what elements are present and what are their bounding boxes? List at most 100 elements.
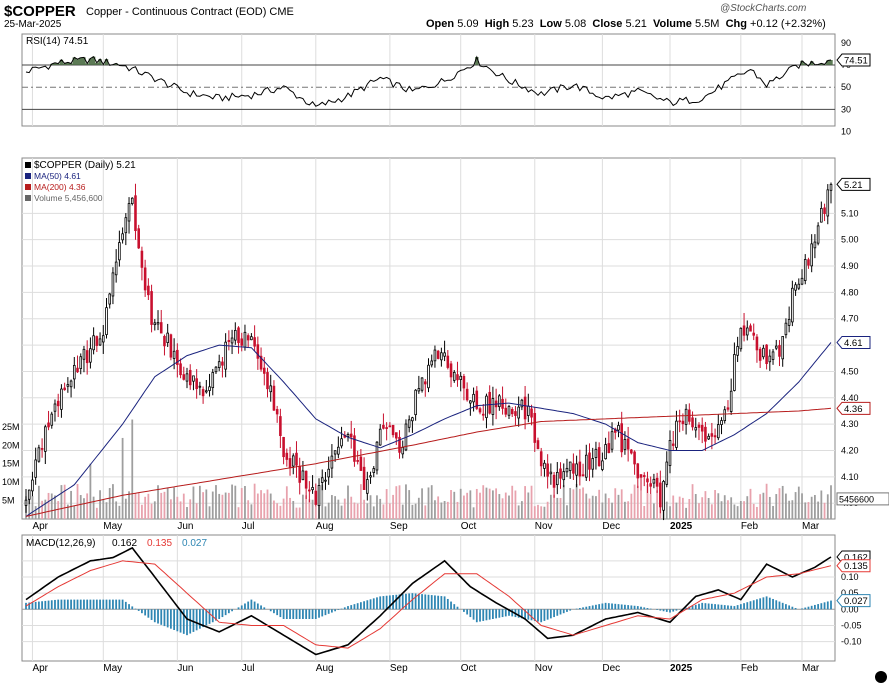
rsi-frame <box>21 33 836 127</box>
volume-bar <box>781 485 784 519</box>
volume-bar <box>311 499 314 519</box>
candle-body <box>749 325 752 332</box>
macd-hist-bar <box>556 609 559 616</box>
candle-body <box>224 341 227 370</box>
candle-body <box>172 350 176 359</box>
macd-hist-bar <box>359 602 362 610</box>
candle-body <box>549 471 553 475</box>
candle-body <box>784 322 788 336</box>
candle-body <box>700 424 704 432</box>
macd-hist-bar <box>343 607 346 610</box>
volume-bar <box>488 488 491 519</box>
volume-bar <box>549 494 552 519</box>
macd-hist-bar <box>685 607 687 610</box>
macd-hist-bar <box>801 608 803 610</box>
macd-hist-bar <box>99 599 101 610</box>
macd-hist-bar <box>540 609 543 623</box>
candle-body <box>311 487 314 491</box>
volume-bar <box>759 494 762 519</box>
macd-hist-bar <box>698 603 700 610</box>
macd-hist-bar <box>765 596 768 610</box>
volume-bar <box>624 501 626 519</box>
rsi-y-tick-2: 50 <box>841 82 851 92</box>
price-x-tick-9: 2025 <box>670 521 693 532</box>
volume-bar <box>714 490 716 519</box>
volume-bar <box>150 503 153 519</box>
volume-bar <box>614 488 617 519</box>
candle-body <box>69 380 73 388</box>
volume-bar <box>472 507 475 519</box>
volume-bar <box>198 485 201 519</box>
macd-hist-bar <box>704 603 707 610</box>
volume-bar <box>434 500 436 519</box>
volume-bar <box>327 502 330 519</box>
macd-hist-bar <box>479 609 481 622</box>
candle-body <box>137 228 140 249</box>
candle-body <box>726 407 730 410</box>
macd-hist-bar <box>231 609 233 612</box>
macd-hist-bar <box>366 600 369 610</box>
volume-bar <box>347 485 349 519</box>
volume-bar <box>653 503 655 519</box>
volume-bar <box>179 501 182 519</box>
rsi-y-tick-4: 10 <box>841 127 851 137</box>
candle-body <box>440 352 443 361</box>
ma50-line <box>25 342 832 517</box>
volume-bar <box>388 503 391 519</box>
price-legend-1: MA(50) 4.61 <box>34 171 81 181</box>
candle-body <box>214 366 218 373</box>
volume-bar <box>756 506 758 519</box>
candle-body <box>572 463 575 474</box>
macd-hist-bar <box>553 609 555 618</box>
macd-hist-bar <box>411 593 414 610</box>
macd-hist-bar <box>456 606 459 610</box>
volume-bar <box>768 496 771 519</box>
volume-bar <box>681 497 684 519</box>
volume-bar <box>672 495 675 519</box>
candle-body <box>507 406 511 416</box>
macd-hist-bar <box>302 609 304 619</box>
volume-bar <box>649 494 652 519</box>
candle-body <box>465 388 469 401</box>
volume-bar <box>417 497 420 519</box>
macd-x-tick-10: Feb <box>741 663 759 674</box>
macd-hist-bar <box>820 603 823 610</box>
candle-body <box>630 449 633 454</box>
macd-hist-bar <box>398 594 401 610</box>
macd-hist-bar <box>656 609 659 610</box>
macd-hist-bar <box>318 609 320 618</box>
candle-body <box>665 461 669 485</box>
volume-bar <box>814 495 816 519</box>
candle-body <box>237 327 240 344</box>
volume-bar <box>569 487 572 519</box>
volume-bar <box>517 505 520 519</box>
macd-hist-bar <box>134 608 137 610</box>
volume-bar <box>385 489 388 519</box>
volume-bar <box>266 489 269 519</box>
candle-body <box>642 475 646 477</box>
candle-body <box>143 267 147 291</box>
ma50-last-value-box <box>836 335 871 349</box>
volume-bar <box>537 504 539 519</box>
macd-hist-bar <box>807 606 810 610</box>
macd-hist-bar <box>768 597 771 610</box>
candle-body <box>156 322 160 325</box>
macd-hist-bar <box>160 609 163 625</box>
candle-body <box>192 375 195 382</box>
volume-bar <box>559 497 562 519</box>
ma200-line <box>25 407 832 517</box>
volume-bar <box>498 494 501 519</box>
volume-bar <box>492 490 494 519</box>
price-x-tick-5: Sep <box>390 521 408 532</box>
candle-body <box>820 208 823 223</box>
macd-hist-bar <box>79 599 82 610</box>
price-legend-swatch-2 <box>25 184 31 190</box>
macd-hist-bar <box>305 609 308 619</box>
candle-body <box>362 466 366 490</box>
volume-bar <box>562 485 565 519</box>
macd-hist-bar <box>347 606 349 610</box>
candle-body <box>201 389 205 397</box>
macd-x-tick-2: Jun <box>177 663 193 674</box>
volume-bar <box>83 498 85 519</box>
candle-body <box>353 435 356 462</box>
